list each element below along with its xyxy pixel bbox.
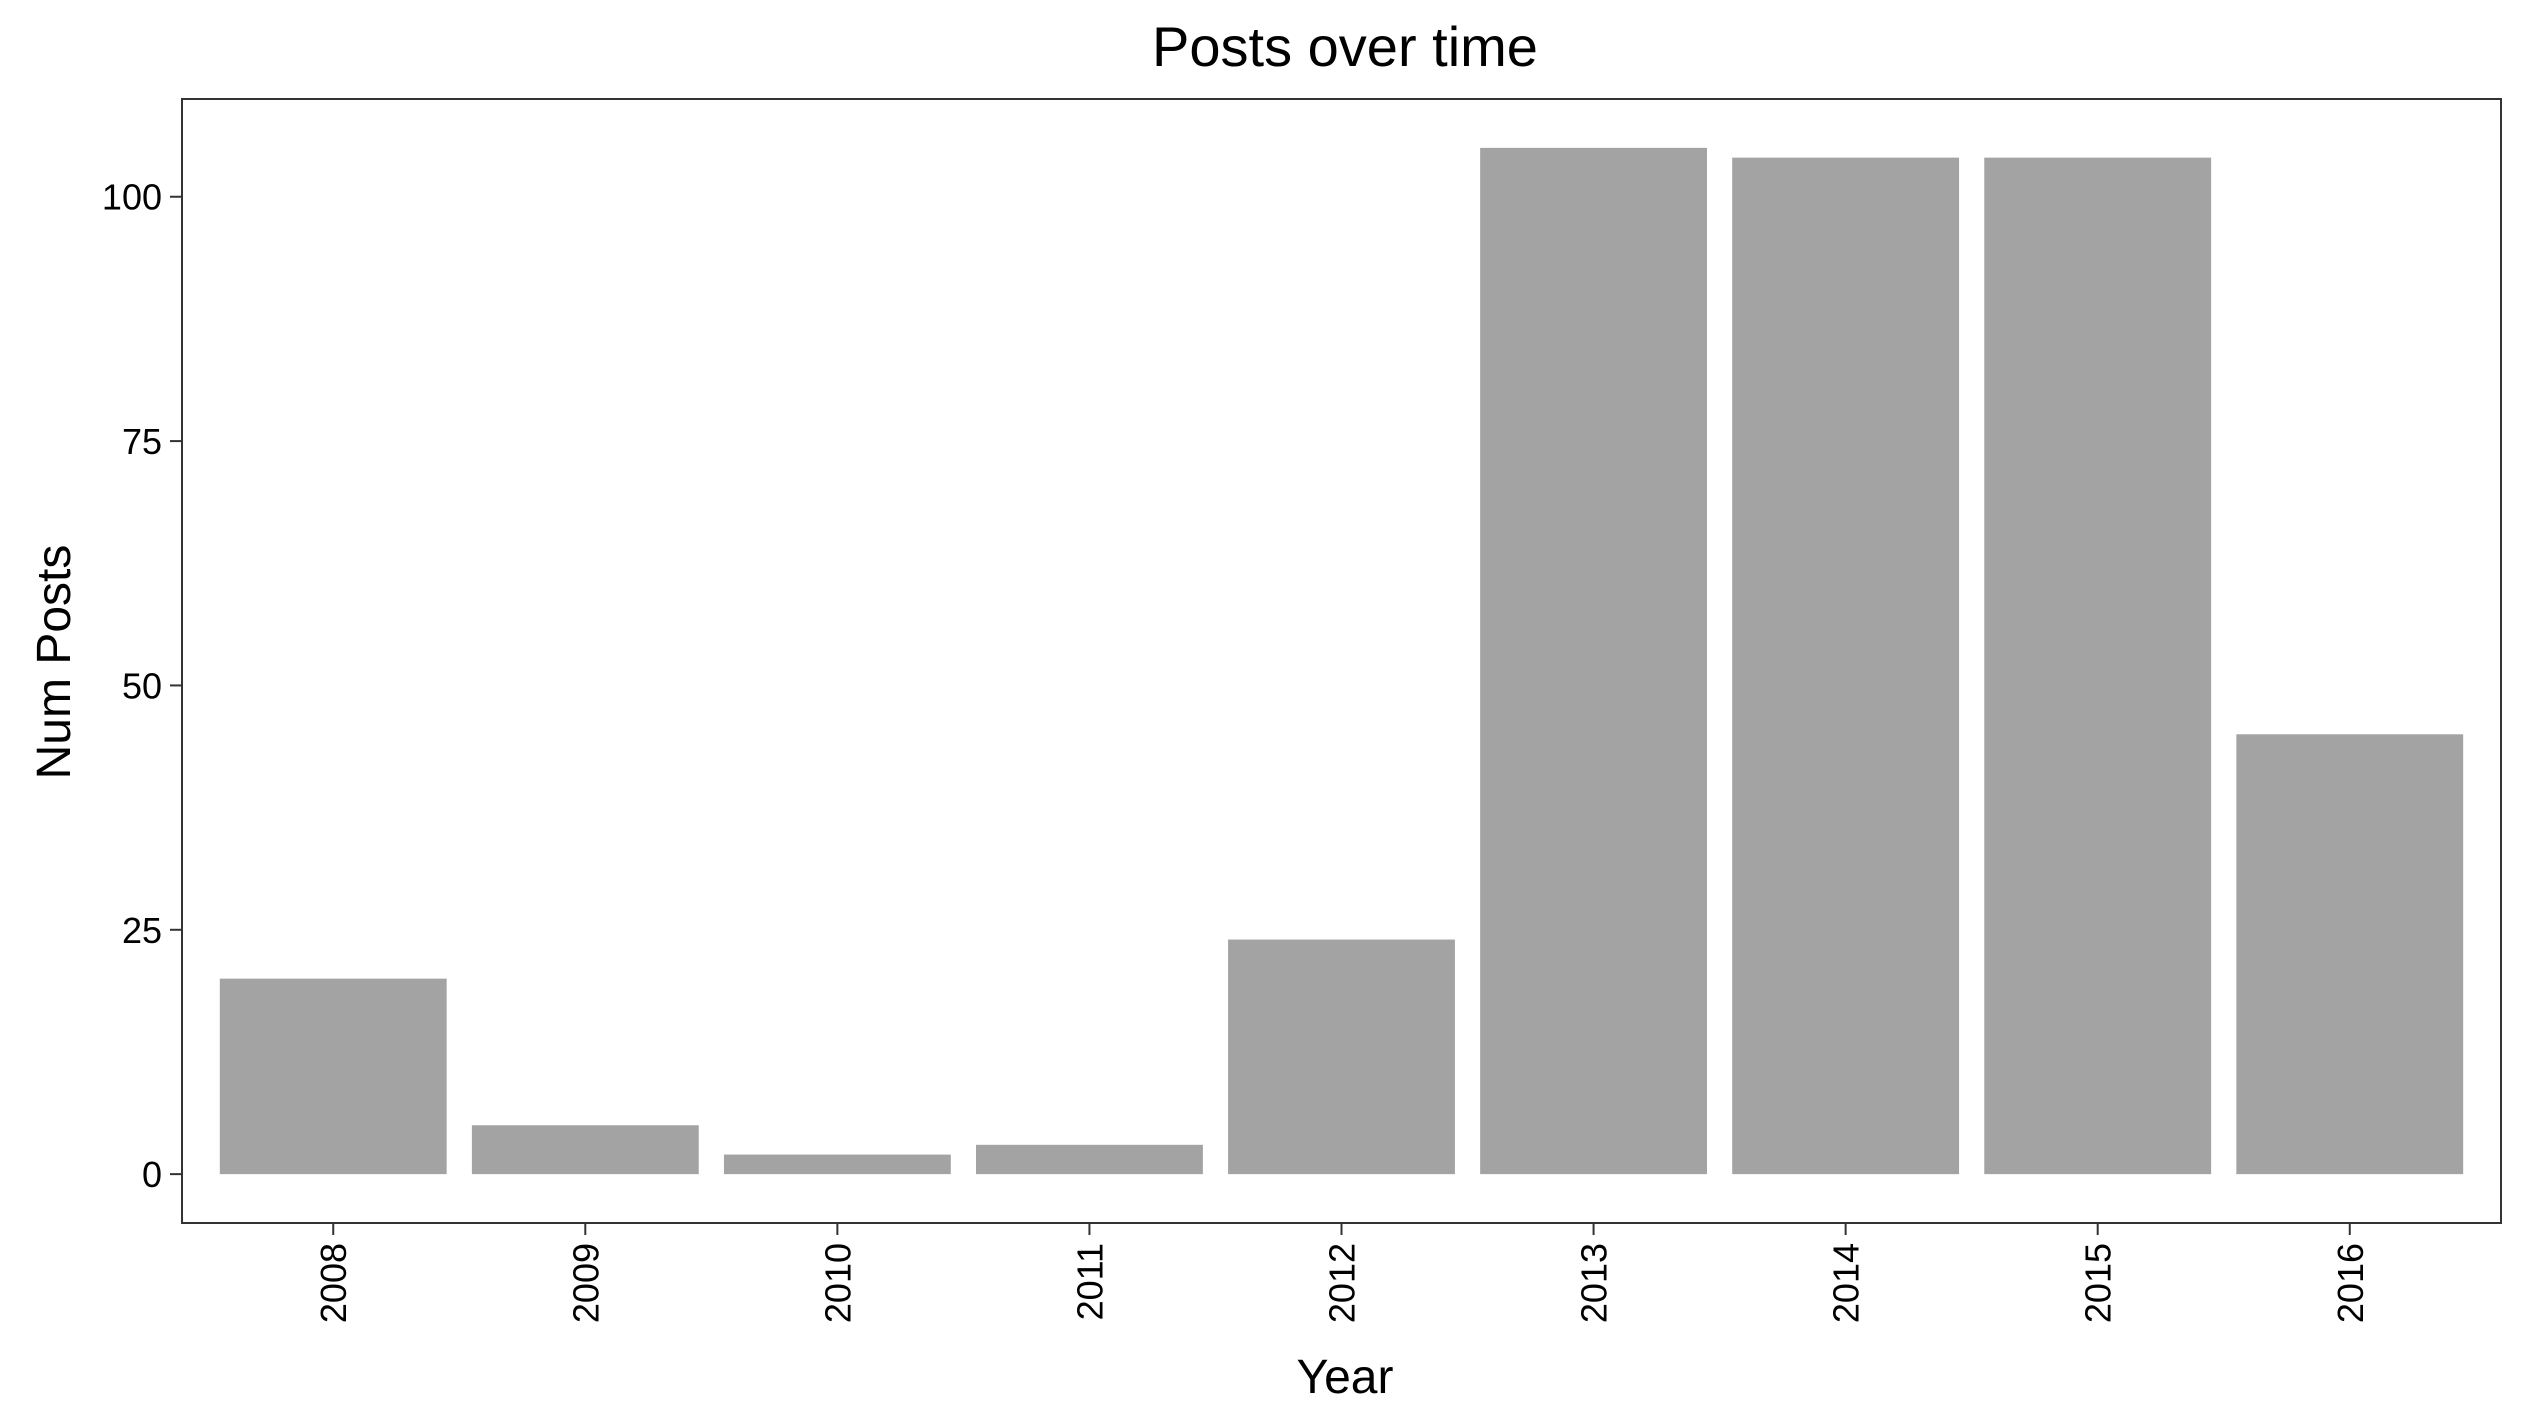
- y-axis-label: Num Posts: [28, 545, 81, 780]
- bar-2016: [2236, 734, 2464, 1175]
- x-tick-label-2015: 2015: [2078, 1243, 2119, 1323]
- bar-2009: [471, 1125, 699, 1175]
- bar-2015: [1984, 157, 2212, 1175]
- y-tick-label-50: 50: [122, 665, 162, 706]
- x-tick-label-2016: 2016: [2330, 1243, 2371, 1323]
- x-tick-label-2012: 2012: [1322, 1243, 1363, 1323]
- y-tick-label-75: 75: [122, 421, 162, 462]
- bars-group: [219, 147, 2464, 1175]
- y-tick-label-25: 25: [122, 910, 162, 951]
- x-axis: 2008 2009 2010 2011 2012 2013 2014 2015 2016: [313, 1223, 2371, 1323]
- x-tick-label-2013: 2013: [1574, 1243, 1615, 1323]
- bar-2010: [723, 1154, 951, 1175]
- x-axis-label: Year: [1297, 1351, 1394, 1404]
- chart-title: Posts over time: [1152, 15, 1538, 78]
- x-tick-label-2009: 2009: [565, 1243, 606, 1323]
- bar-2011: [976, 1144, 1203, 1175]
- y-tick-label-0: 0: [142, 1154, 162, 1195]
- bar-2014: [1732, 157, 1960, 1175]
- bar-2008: [219, 978, 447, 1175]
- y-axis: 0 25 50 75 100: [102, 177, 182, 1195]
- bar-2012: [1228, 939, 1455, 1175]
- x-tick-label-2014: 2014: [1826, 1243, 1867, 1323]
- bar-2013: [1480, 147, 1707, 1175]
- x-tick-label-2010: 2010: [817, 1243, 858, 1323]
- y-tick-label-100: 100: [102, 177, 162, 218]
- x-tick-label-2008: 2008: [313, 1243, 354, 1323]
- x-tick-label-2011: 2011: [1069, 1243, 1110, 1320]
